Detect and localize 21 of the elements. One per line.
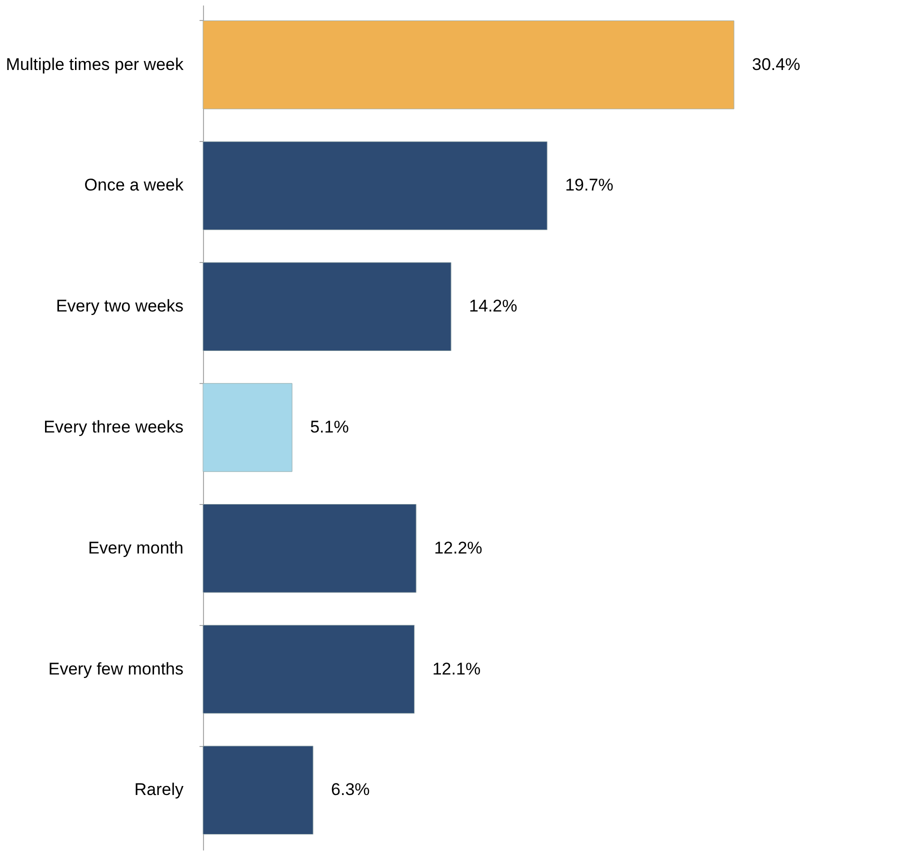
bar — [202, 504, 416, 593]
data-label: 19.7% — [565, 176, 614, 195]
data-label: 5.1% — [310, 418, 349, 436]
data-label: 14.2% — [469, 296, 518, 316]
y-tick-label: Multiple times per week — [6, 54, 184, 74]
bar — [202, 383, 292, 472]
data-label: 12.2% — [434, 538, 482, 558]
y-tick-label: Every two weeks — [56, 296, 184, 316]
data-label: 6.3% — [331, 780, 370, 800]
y-tick-label: Every three weeks — [44, 418, 184, 436]
y-tick-label: Every month — [88, 538, 184, 558]
bar — [202, 20, 734, 110]
y-tick-label: Once a week — [84, 176, 184, 195]
bar — [202, 262, 452, 351]
bar — [202, 624, 415, 714]
data-label: 30.4% — [752, 54, 800, 74]
bar — [202, 746, 314, 835]
data-label: 12.1% — [432, 659, 481, 678]
y-tick-label: Rarely — [134, 780, 184, 800]
y-tick-label: Every few months — [48, 659, 184, 678]
bar — [202, 141, 548, 230]
